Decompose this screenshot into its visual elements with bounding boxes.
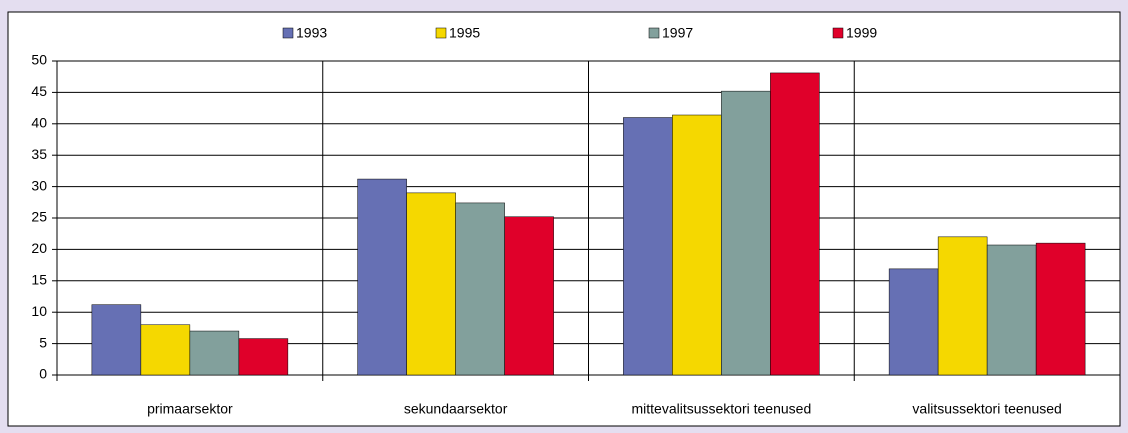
y-tick-label: 30 — [31, 177, 47, 193]
bar — [672, 114, 722, 376]
y-tick-label: 10 — [31, 303, 47, 319]
bar — [189, 330, 240, 376]
legend-label: 1995 — [449, 25, 480, 41]
x-tick-label: sekundaarsektor — [404, 401, 508, 417]
bar — [504, 216, 554, 376]
y-tick-label: 50 — [31, 52, 47, 68]
y-tick-label: 25 — [31, 209, 47, 225]
bar — [238, 338, 289, 376]
bar — [1035, 242, 1086, 376]
x-tick-label: valitsussektori teenused — [912, 401, 1061, 417]
bar — [455, 202, 505, 376]
bar — [140, 324, 191, 376]
legend-swatch — [648, 27, 660, 39]
legend-swatch — [282, 27, 294, 39]
bar — [986, 244, 1037, 376]
y-tick-label: 20 — [31, 240, 47, 256]
y-tick-label: 45 — [31, 83, 47, 99]
y-tick-label: 5 — [39, 334, 47, 350]
bar — [721, 90, 771, 376]
legend-label: 1999 — [846, 25, 877, 41]
y-tick-label: 40 — [31, 115, 47, 131]
x-tick-label: primaarsektor — [147, 401, 233, 417]
bar — [357, 178, 407, 376]
bar — [888, 268, 939, 376]
bar — [406, 192, 456, 376]
y-tick-label: 35 — [31, 146, 47, 162]
bar — [937, 236, 988, 376]
y-tick-label: 15 — [31, 272, 47, 288]
x-tick-label: mittevalitsussektori teenused — [631, 401, 811, 417]
legend-swatch — [832, 27, 844, 39]
bar — [770, 72, 820, 376]
y-tick-label: 0 — [39, 366, 47, 382]
bar — [623, 117, 673, 376]
bar — [91, 304, 142, 376]
legend-label: 1997 — [662, 25, 693, 41]
legend-swatch — [435, 27, 447, 39]
legend-label: 1993 — [296, 25, 327, 41]
